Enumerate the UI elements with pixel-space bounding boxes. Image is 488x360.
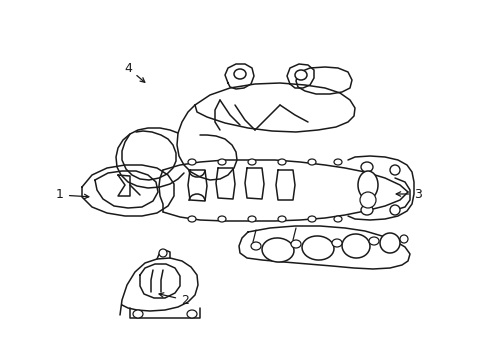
Ellipse shape [341, 234, 369, 258]
Ellipse shape [250, 242, 261, 250]
Ellipse shape [302, 236, 333, 260]
Ellipse shape [290, 240, 301, 248]
Ellipse shape [359, 192, 375, 208]
Ellipse shape [278, 159, 285, 165]
Ellipse shape [379, 233, 399, 253]
Text: 3: 3 [395, 188, 421, 201]
Ellipse shape [389, 205, 399, 215]
Text: 2: 2 [159, 293, 188, 306]
Text: 1: 1 [56, 189, 89, 202]
Ellipse shape [278, 216, 285, 222]
Ellipse shape [262, 238, 293, 262]
Ellipse shape [187, 159, 196, 165]
Ellipse shape [247, 159, 256, 165]
Text: 4: 4 [124, 62, 144, 82]
Ellipse shape [133, 310, 142, 318]
Ellipse shape [187, 216, 196, 222]
Ellipse shape [307, 216, 315, 222]
Ellipse shape [399, 235, 407, 243]
Ellipse shape [294, 70, 306, 80]
Ellipse shape [218, 216, 225, 222]
Ellipse shape [247, 216, 256, 222]
Ellipse shape [307, 159, 315, 165]
Ellipse shape [234, 69, 245, 79]
Ellipse shape [360, 205, 372, 215]
Ellipse shape [159, 249, 167, 257]
Ellipse shape [333, 216, 341, 222]
Ellipse shape [218, 159, 225, 165]
Ellipse shape [368, 237, 378, 245]
Ellipse shape [331, 239, 341, 247]
Ellipse shape [357, 171, 377, 199]
Ellipse shape [360, 162, 372, 172]
Ellipse shape [389, 165, 399, 175]
Ellipse shape [186, 310, 197, 318]
Ellipse shape [333, 159, 341, 165]
